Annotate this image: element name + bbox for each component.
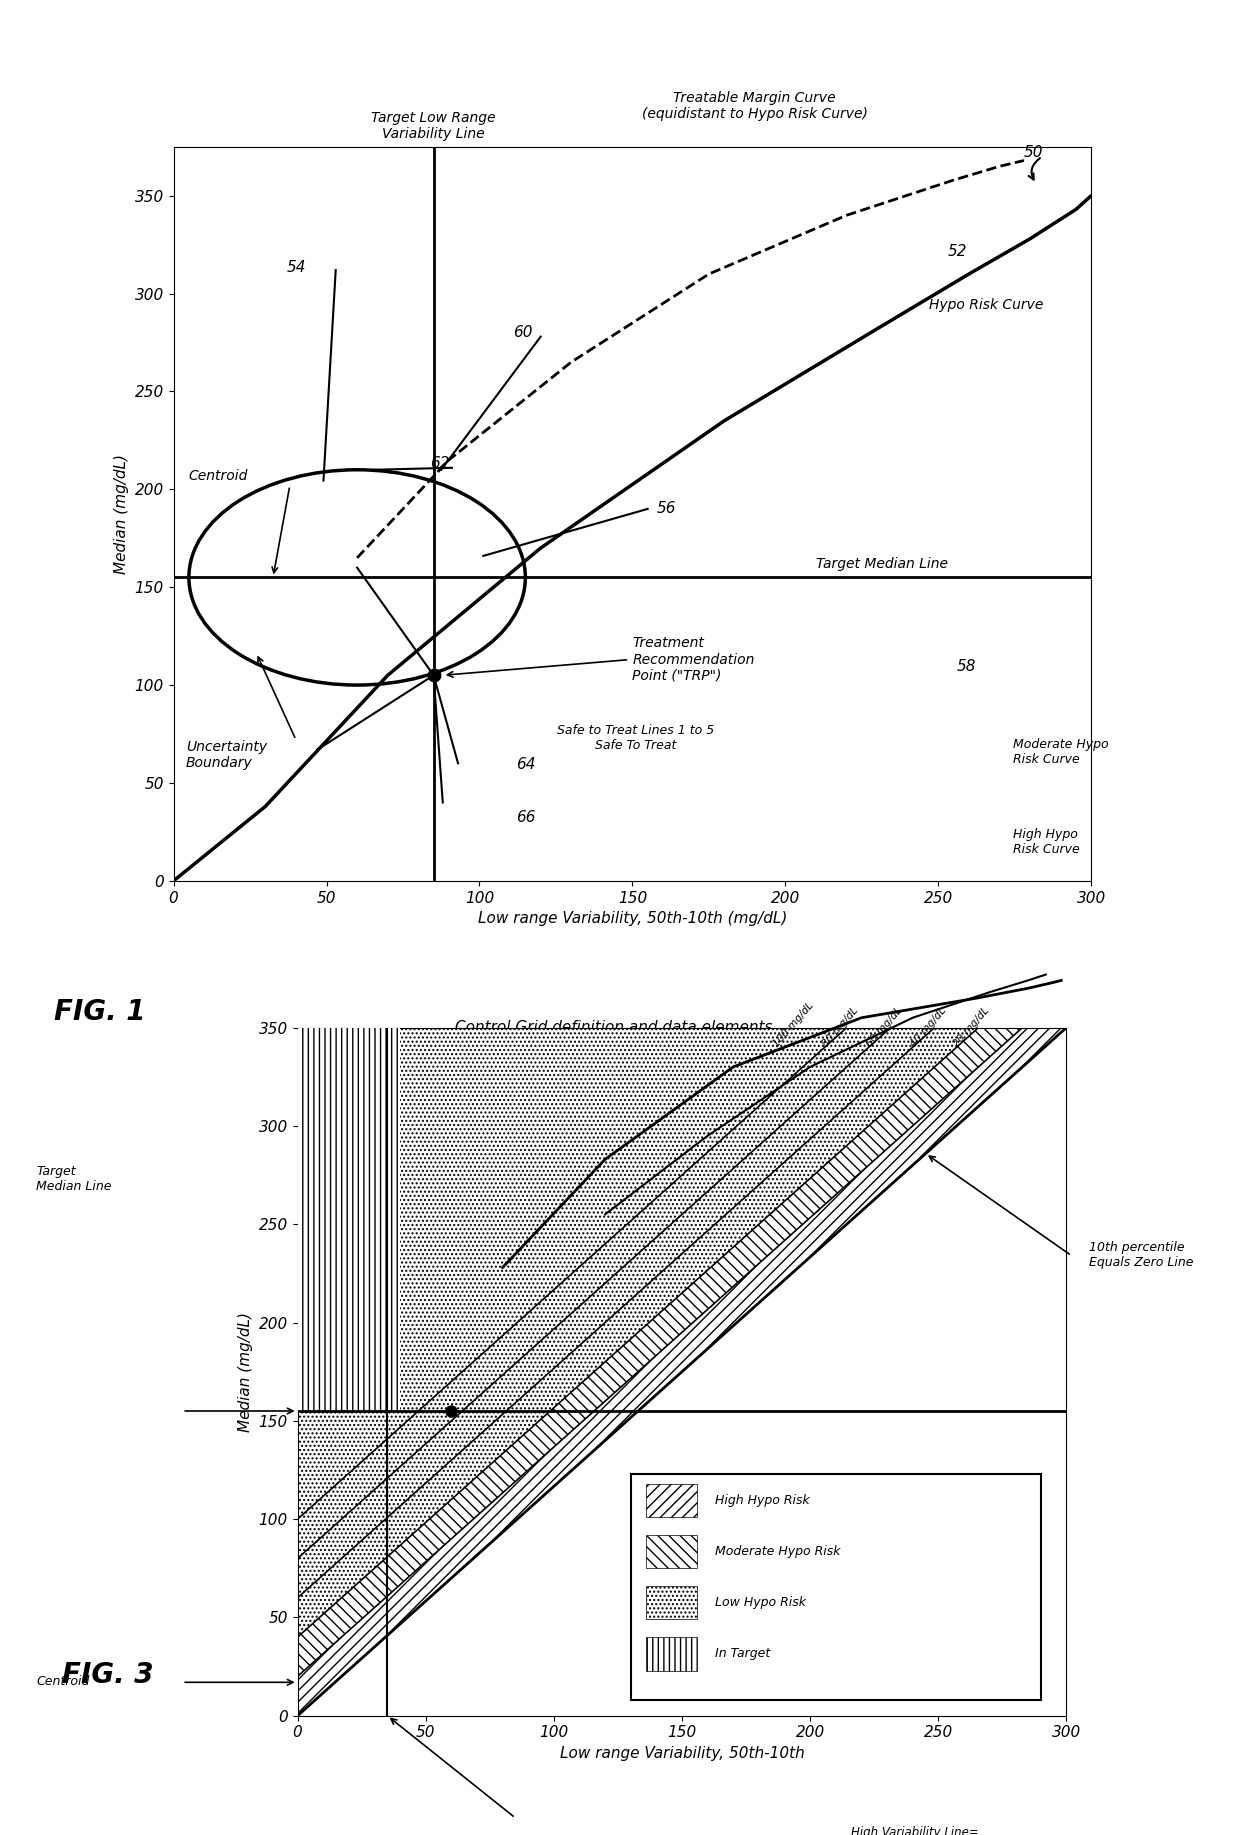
Text: FIG. 3: FIG. 3 [62,1661,154,1688]
Text: Centroid: Centroid [188,468,248,483]
Text: 54: 54 [286,261,306,275]
Text: In Target: In Target [715,1648,770,1661]
Text: 66: 66 [516,809,536,826]
Text: High Hypo Risk: High Hypo Risk [715,1494,810,1507]
Text: Uncertainty
Boundary: Uncertainty Boundary [186,740,267,771]
Bar [646,1637,697,1670]
X-axis label: Low range Variability, 50th-10th: Low range Variability, 50th-10th [559,1747,805,1762]
Text: Control Grid definition and data elements: Control Grid definition and data element… [455,1020,773,1035]
Text: 58: 58 [956,659,976,675]
Text: 50: 50 [1024,145,1043,160]
Text: Low Hypo Risk: Low Hypo Risk [715,1596,806,1609]
Text: 64: 64 [516,758,536,773]
Bar [631,1474,1040,1699]
Text: FIG. 1: FIG. 1 [55,998,146,1026]
Text: 62: 62 [430,455,450,472]
Text: Moderate Hypo
Risk Curve: Moderate Hypo Risk Curve [1013,738,1109,767]
Text: 10th percentile
Equals Zero Line: 10th percentile Equals Zero Line [1090,1240,1194,1268]
Text: Treatable Margin Curve
(equidistant to Hypo Risk Curve): Treatable Margin Curve (equidistant to H… [642,92,868,121]
Text: Moderate Hypo Risk: Moderate Hypo Risk [715,1545,841,1558]
Text: Target Median Line: Target Median Line [816,556,947,571]
Text: Safe to Treat Lines 1 to 5
Safe To Treat: Safe to Treat Lines 1 to 5 Safe To Treat [557,725,714,752]
Text: Centroid: Centroid [36,1675,89,1688]
Bar [646,1485,697,1518]
X-axis label: Low range Variability, 50th-10th (mg/dL): Low range Variability, 50th-10th (mg/dL) [477,912,787,927]
Text: Hypo Risk Curve: Hypo Risk Curve [929,299,1044,312]
Text: 60 mg/dL: 60 mg/dL [864,1006,904,1050]
Text: High Variability Line=
intersection of High Risk
Hypo and Target Median: High Variability Line= intersection of H… [851,1826,996,1835]
Text: 56: 56 [657,501,676,516]
Y-axis label: Median (mg/dL): Median (mg/dL) [238,1312,253,1431]
Text: High Hypo
Risk Curve: High Hypo Risk Curve [1013,828,1079,855]
Text: 52: 52 [947,244,967,259]
Text: 100 mg/dL: 100 mg/dL [771,1000,816,1050]
Text: 60: 60 [513,325,533,339]
Text: Target Low Range
Variability Line: Target Low Range Variability Line [371,110,496,141]
Text: 40 mg/dL: 40 mg/dL [908,1006,947,1050]
Text: Target
Median Line: Target Median Line [36,1165,112,1193]
Bar [646,1534,697,1569]
Y-axis label: Median (mg/dL): Median (mg/dL) [114,453,129,574]
Text: 20 mg/dL: 20 mg/dL [952,1006,992,1050]
Text: Treatment
Recommendation
Point ("TRP"): Treatment Recommendation Point ("TRP") [632,637,755,683]
Text: 80 mg/dL: 80 mg/dL [820,1006,859,1050]
Bar [646,1585,697,1618]
